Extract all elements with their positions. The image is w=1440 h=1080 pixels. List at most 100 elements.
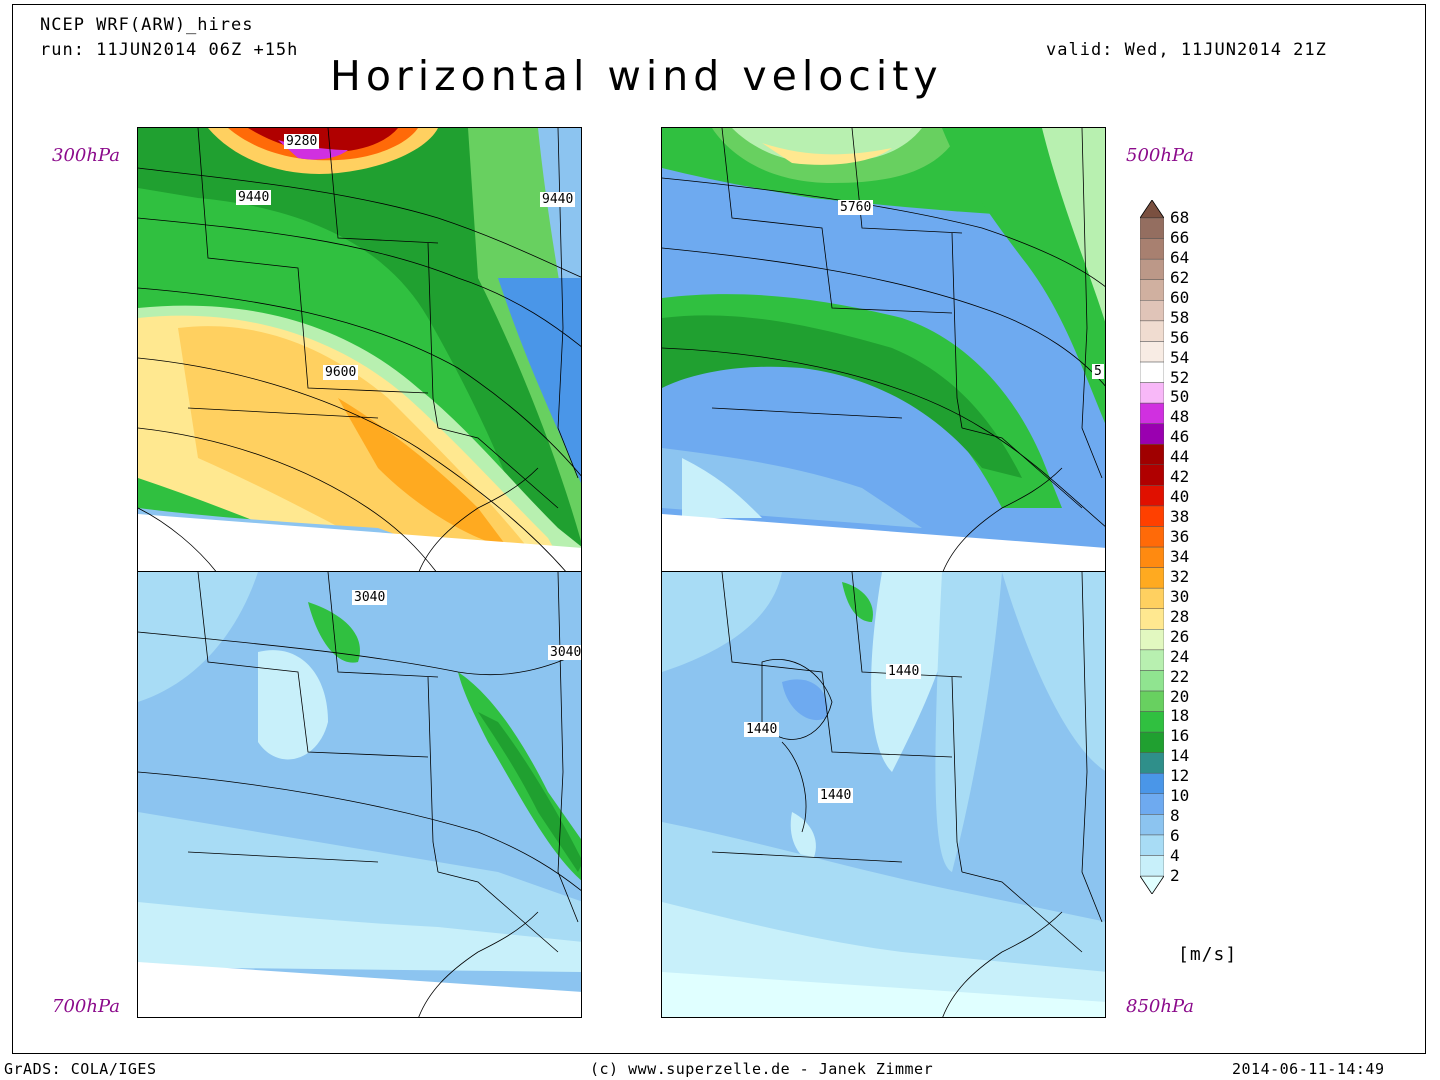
colorbar-tick-label: 66 (1170, 227, 1190, 247)
colorbar-bin (1140, 423, 1164, 445)
wind-field-850 (662, 572, 1105, 1017)
colorbar-bin (1140, 382, 1164, 404)
colorbar-tick-label: 2 (1170, 866, 1180, 885)
colorbar-tick-label: 24 (1170, 646, 1190, 666)
colorbar-tick-label: 6 (1170, 826, 1180, 846)
colorbar-bin (1140, 670, 1164, 692)
colorbar-tick-label: 30 (1170, 586, 1190, 606)
contour-label: 3040 (352, 590, 388, 605)
colorbar-bin (1140, 485, 1164, 507)
colorbar-tick-label: 40 (1170, 487, 1190, 507)
colorbar-tick-label: 56 (1170, 327, 1190, 347)
colorbar-bin (1140, 341, 1164, 363)
colorbar-bin (1140, 464, 1164, 486)
level-label-850: 850hPa (1126, 996, 1194, 1017)
colorbar-bin (1140, 793, 1164, 815)
map-panel-700hpa: 3040 3040 (137, 571, 582, 1018)
colorbar-tick-label: 34 (1170, 546, 1190, 566)
colorbar-bin (1140, 320, 1164, 342)
footer-credit: (c) www.superzelle.de - Janek Zimmer (590, 1060, 934, 1078)
colorbar-bin (1140, 690, 1164, 712)
colorbar-tick-label: 16 (1170, 726, 1190, 746)
colorbar-tick-label: 8 (1170, 806, 1180, 826)
colorbar-tick-label: 20 (1170, 686, 1190, 706)
colorbar-tick-label: 38 (1170, 507, 1190, 527)
colorbar-bin (1140, 731, 1164, 753)
colorbar-bin (1140, 711, 1164, 733)
colorbar-tick-label: 42 (1170, 467, 1190, 487)
colorbar-bin (1140, 629, 1164, 651)
colorbar-bin (1140, 772, 1164, 794)
colorbar-bin (1140, 752, 1164, 774)
colorbar-bin (1140, 217, 1164, 239)
colorbar-bin (1140, 505, 1164, 527)
map-title: Horizontal wind velocity (330, 52, 943, 100)
model-name: NCEP WRF(ARW)_hires (40, 15, 254, 35)
colorbar-tick-label: 12 (1170, 766, 1190, 786)
colorbar-min-triangle (1140, 875, 1164, 894)
colorbar-tick-label: 64 (1170, 247, 1190, 267)
colorbar-bin (1140, 855, 1164, 877)
map-panel-300hpa: 9280 9440 9440 9600 (137, 127, 582, 573)
figure-frame (12, 4, 1426, 1054)
colorbar-tick-label: 4 (1170, 846, 1180, 866)
colorbar-tick-label: 26 (1170, 626, 1190, 646)
wind-field-700 (138, 572, 581, 1017)
contour-label: 9600 (323, 365, 359, 380)
footer-timestamp: 2014-06-11-14:49 (1232, 1060, 1385, 1078)
colorbar-bin (1140, 300, 1164, 322)
contour-label: 9440 (540, 192, 576, 207)
wind-field-500 (662, 128, 1105, 572)
contour-label: 5 (1092, 364, 1104, 379)
colorbar-tick-label: 36 (1170, 527, 1190, 547)
footer-software: GrADS: COLA/IGES (4, 1060, 157, 1078)
colorbar-tick-label: 22 (1170, 666, 1190, 686)
contour-label: 9280 (284, 134, 320, 149)
colorbar-tick-label: 10 (1170, 786, 1190, 806)
colorbar-tick-label: 54 (1170, 347, 1190, 367)
colorbar-bin (1140, 238, 1164, 260)
contour-label: 5760 (838, 200, 874, 215)
wind-field-300 (138, 128, 581, 572)
colorbar-tick-label: 50 (1170, 387, 1190, 407)
contour-label: 3040 (548, 645, 582, 660)
colorbar (1140, 200, 1164, 894)
units-label: [m/s] (1178, 944, 1238, 965)
contour-label: 1440 (886, 664, 922, 679)
map-panel-500hpa: 5760 5 (661, 127, 1106, 573)
colorbar-bin (1140, 546, 1164, 568)
colorbar-tick-label: 62 (1170, 267, 1190, 287)
valid-time: valid: Wed, 11JUN2014 21Z (1046, 40, 1327, 60)
colorbar-tick-label: 18 (1170, 706, 1190, 726)
colorbar-tick-label: 46 (1170, 427, 1190, 447)
colorbar-bin (1140, 814, 1164, 836)
colorbar-bin (1140, 649, 1164, 671)
colorbar-bin (1140, 443, 1164, 465)
colorbar-bin (1140, 526, 1164, 548)
level-label-300: 300hPa (52, 145, 120, 166)
colorbar-tick-label: 68 (1170, 208, 1190, 227)
colorbar-bin (1140, 402, 1164, 424)
level-label-500: 500hPa (1126, 145, 1194, 166)
colorbar-tick-label: 52 (1170, 367, 1190, 387)
colorbar-max-triangle (1140, 200, 1164, 219)
colorbar-tick-label: 58 (1170, 307, 1190, 327)
colorbar-bin (1140, 834, 1164, 856)
colorbar-tick-label: 28 (1170, 606, 1190, 626)
contour-label: 9440 (236, 190, 272, 205)
colorbar-bin (1140, 567, 1164, 589)
map-panel-850hpa: 1440 1440 1440 (661, 571, 1106, 1018)
colorbar-bin (1140, 608, 1164, 630)
run-info: run: 11JUN2014 06Z +15h (40, 40, 299, 60)
colorbar-bin (1140, 279, 1164, 301)
colorbar-tick-label: 48 (1170, 407, 1190, 427)
contour-label: 1440 (818, 788, 854, 803)
colorbar-bin (1140, 258, 1164, 280)
colorbar-tick-label: 60 (1170, 287, 1190, 307)
colorbar-bin (1140, 361, 1164, 383)
colorbar-bin (1140, 587, 1164, 609)
contour-label: 1440 (744, 722, 780, 737)
colorbar-tick-label: 44 (1170, 447, 1190, 467)
colorbar-tick-label: 14 (1170, 746, 1190, 766)
colorbar-tick-label: 32 (1170, 566, 1190, 586)
